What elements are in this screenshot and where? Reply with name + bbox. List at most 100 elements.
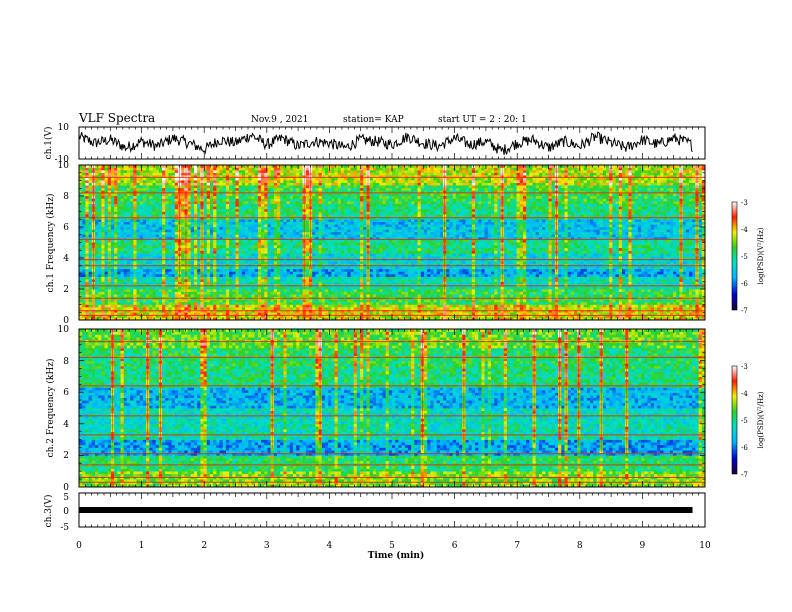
spectrogram-cell [388, 271, 393, 275]
spectrogram-cell [171, 276, 176, 280]
spectrogram-cell [487, 261, 492, 264]
spectrogram-cell [190, 301, 195, 305]
spectrogram-cell [487, 299, 492, 303]
spectrogram-cell [407, 286, 412, 290]
spectrogram-cell [149, 286, 153, 290]
spectrogram-cell [331, 301, 335, 305]
spectrogram-cell [551, 268, 556, 272]
spectrogram-cell [465, 274, 469, 277]
spectrogram-cell [491, 271, 495, 275]
spectrogram-cell [187, 294, 192, 298]
spectrogram-cell [344, 266, 348, 270]
spectrogram-cell [94, 253, 99, 257]
spectrogram-cell [171, 271, 176, 275]
spectrogram-cell [475, 294, 479, 298]
spectrogram-cell [382, 304, 386, 308]
spectrogram-cell [117, 253, 121, 257]
spectrogram-cell [101, 289, 105, 292]
spectrogram-cell [267, 289, 271, 292]
spectrogram-cell [280, 304, 284, 308]
spectrogram-cell [398, 268, 402, 272]
spectrogram-cell [347, 289, 351, 292]
spectrogram-cell [98, 314, 102, 318]
spectrogram-cell [577, 261, 581, 264]
spectrogram-cell [491, 255, 495, 259]
spectrogram-cell [356, 286, 361, 290]
spectrogram-cell [478, 304, 482, 308]
spectrogram-cell [673, 294, 677, 298]
spectrogram-cell [347, 281, 351, 285]
spectrogram-cell [644, 274, 648, 277]
spectrogram-cell [171, 299, 176, 303]
spectrogram-cell [689, 268, 693, 272]
spectrogram-cell [698, 279, 703, 282]
spectrogram-cell [219, 294, 224, 298]
spectrogram-cell [331, 294, 335, 298]
spectrogram-cell [299, 261, 303, 264]
spectrogram-cell [334, 271, 338, 275]
spectrogram-cell [618, 317, 623, 320]
spectrogram-cell [637, 299, 642, 303]
spectrogram-cell [174, 304, 179, 308]
spectrogram-cell [478, 307, 482, 310]
spectrogram-cell [162, 317, 166, 320]
spectrogram-cell [503, 261, 508, 264]
spectrogram-cell [468, 301, 473, 305]
spectrogram-cell [487, 291, 492, 295]
spectrogram-cell [695, 291, 699, 295]
spectrogram-cell [484, 268, 489, 272]
spectrogram-cell [267, 314, 271, 318]
spectrogram-cell [126, 299, 131, 303]
spectrogram-cell [107, 263, 112, 267]
spectrogram-cell [510, 307, 514, 310]
spectrogram-cell [689, 312, 693, 316]
spectrogram-cell [299, 263, 303, 267]
spectrogram-cell [107, 279, 112, 282]
spectrogram-cell [136, 289, 140, 292]
spectrogram-cell [468, 276, 473, 280]
spectrogram-cell [146, 268, 150, 272]
spectrogram-cell [270, 289, 275, 292]
spectrogram-cell [277, 268, 281, 272]
spectrogram-cell [590, 286, 594, 290]
spectrogram-cell [491, 274, 495, 277]
spectrogram-cell [634, 276, 639, 280]
spectrogram-cell [149, 263, 153, 267]
spectrogram-cell [625, 289, 629, 292]
spectrogram-cell [388, 261, 393, 264]
spectrogram-cell [657, 268, 661, 272]
spectrogram-cell [305, 314, 310, 318]
spectrogram-cell [222, 304, 227, 308]
spectrogram-cell [586, 304, 591, 308]
spectrogram-cell [305, 301, 310, 305]
spectrogram-cell [344, 253, 348, 257]
spectrogram-cell [363, 291, 367, 295]
spectrogram-cell [79, 304, 83, 308]
spectrogram-cell [679, 307, 683, 310]
spectrogram-cell [171, 255, 176, 259]
spectrogram-cell [583, 255, 588, 259]
spectrogram-cell [219, 271, 224, 275]
spectrogram-cell [420, 274, 425, 277]
spectrogram-cell [398, 281, 402, 285]
spectrogram-cell [85, 261, 89, 264]
spectrogram-cell [360, 314, 364, 318]
spectrogram-cell [299, 276, 303, 280]
spectrogram-cell [146, 307, 150, 310]
spectrogram-cell [551, 286, 556, 290]
spectrogram-cell [366, 312, 370, 316]
spectrogram-cell [356, 299, 361, 303]
spectrogram-cell [261, 253, 265, 257]
spectrogram-cell [117, 286, 121, 290]
spectrogram-cell [363, 307, 367, 310]
spectrogram-cell [168, 276, 172, 280]
spectrogram-cell [312, 271, 316, 275]
spectrogram-cell [647, 307, 651, 310]
spectrogram-cell [481, 281, 485, 285]
spectrogram-cell [216, 281, 220, 285]
spectrogram-cell [497, 304, 501, 308]
spectrogram-cell [532, 286, 537, 290]
spectrogram-cell [123, 312, 128, 316]
spectrogram-cell [545, 301, 549, 305]
spectrogram-cell [452, 294, 457, 298]
